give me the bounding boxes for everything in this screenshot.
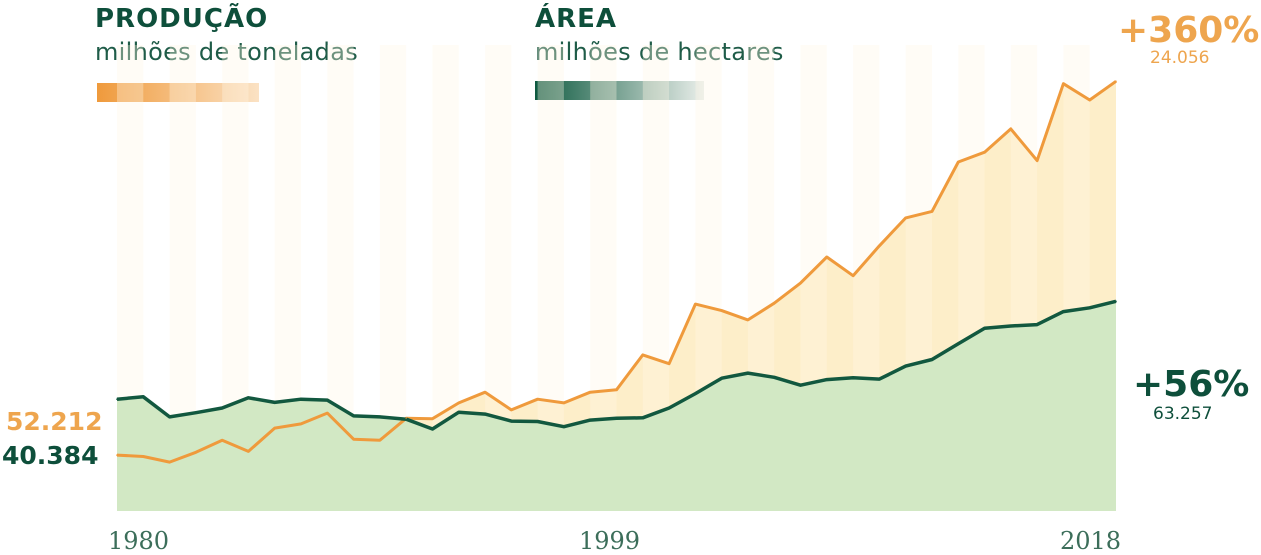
legend-area-swatch (535, 81, 704, 100)
area-growth-label: +56% (1133, 364, 1250, 405)
area-point (379, 416, 381, 418)
area-point (852, 376, 854, 379)
production-point (379, 439, 381, 442)
area-point (878, 378, 881, 380)
area-point (116, 398, 118, 401)
legend-production-unit: milhões de toneladas (95, 38, 359, 66)
x-tick-2018: 2018 (1060, 527, 1122, 555)
area-point (300, 398, 302, 401)
legend-area-unit: milhões de hectares (535, 38, 784, 66)
production-point (536, 398, 539, 401)
area-point (458, 411, 460, 414)
production-point (904, 217, 907, 219)
area-point (431, 428, 434, 430)
production-start-value: 52.212 (6, 407, 103, 436)
area-point (273, 401, 276, 404)
production-point (747, 319, 749, 321)
legend-area-title: ÁREA (535, 4, 618, 34)
area-point (168, 416, 171, 418)
area-point (247, 397, 250, 399)
production-point (1062, 82, 1065, 85)
production-growth-label: +360% (1118, 10, 1260, 51)
production-point (852, 274, 854, 277)
area-point (983, 327, 986, 330)
production-point (563, 402, 565, 404)
production-point (983, 151, 986, 153)
area-point (1088, 307, 1091, 309)
area-point (536, 420, 539, 423)
production-point (694, 303, 697, 305)
production-point (510, 409, 513, 411)
area-point (1010, 325, 1012, 327)
production-point (168, 461, 171, 463)
area-point (142, 396, 145, 398)
area-point (615, 417, 618, 420)
production-point (142, 455, 145, 458)
area-point (720, 377, 723, 380)
production-point (273, 427, 276, 429)
production-point (1088, 99, 1091, 101)
area-point (904, 365, 907, 367)
production-point (720, 309, 723, 312)
x-tick-1980: 1980 (108, 527, 170, 555)
production-point (799, 282, 802, 284)
area-point (826, 378, 828, 381)
production-point (1010, 128, 1012, 130)
area-point (326, 399, 329, 401)
legend-production-swatch (97, 83, 259, 102)
area-point (1115, 300, 1117, 303)
production-point (300, 423, 302, 425)
area-point (510, 420, 513, 422)
production-point (247, 450, 250, 453)
production-point (615, 389, 618, 391)
area-point (484, 413, 486, 415)
production-point (642, 354, 644, 356)
area-point (221, 407, 223, 409)
area-point (352, 415, 355, 417)
area-point (642, 417, 644, 419)
area-point (931, 358, 933, 361)
area-point (773, 376, 775, 379)
area-point (1062, 310, 1065, 313)
area-point (694, 392, 697, 395)
production-point (221, 439, 223, 442)
production-point (116, 454, 118, 456)
legend-production-title: PRODUÇÃO (95, 4, 269, 34)
production-point (589, 391, 591, 394)
production-point (352, 438, 355, 441)
production-point (1115, 80, 1117, 83)
production-end-value: 24.056 (1150, 48, 1210, 68)
production-point (195, 451, 197, 454)
production-point (668, 362, 670, 365)
production-point (878, 245, 881, 247)
x-tick-1999: 1999 (579, 527, 641, 555)
area-point (589, 419, 591, 421)
area-point (799, 384, 802, 387)
area-point (195, 411, 197, 414)
area-series-fill (117, 301, 1116, 511)
production-point (484, 391, 486, 394)
area-point (405, 418, 408, 421)
production-point (773, 302, 775, 305)
production-point (826, 256, 828, 258)
area-point (747, 372, 749, 374)
area-point (957, 342, 960, 345)
production-point (458, 402, 460, 404)
area-point (1036, 323, 1038, 326)
production-point (957, 161, 960, 163)
area-end-value: 63.257 (1153, 404, 1213, 424)
area-point (668, 407, 670, 409)
production-point (1036, 159, 1038, 162)
production-point (431, 417, 434, 420)
area-start-value: 40.384 (2, 441, 99, 470)
production-point (326, 412, 329, 414)
production-point (931, 210, 933, 213)
area-point (563, 425, 565, 428)
